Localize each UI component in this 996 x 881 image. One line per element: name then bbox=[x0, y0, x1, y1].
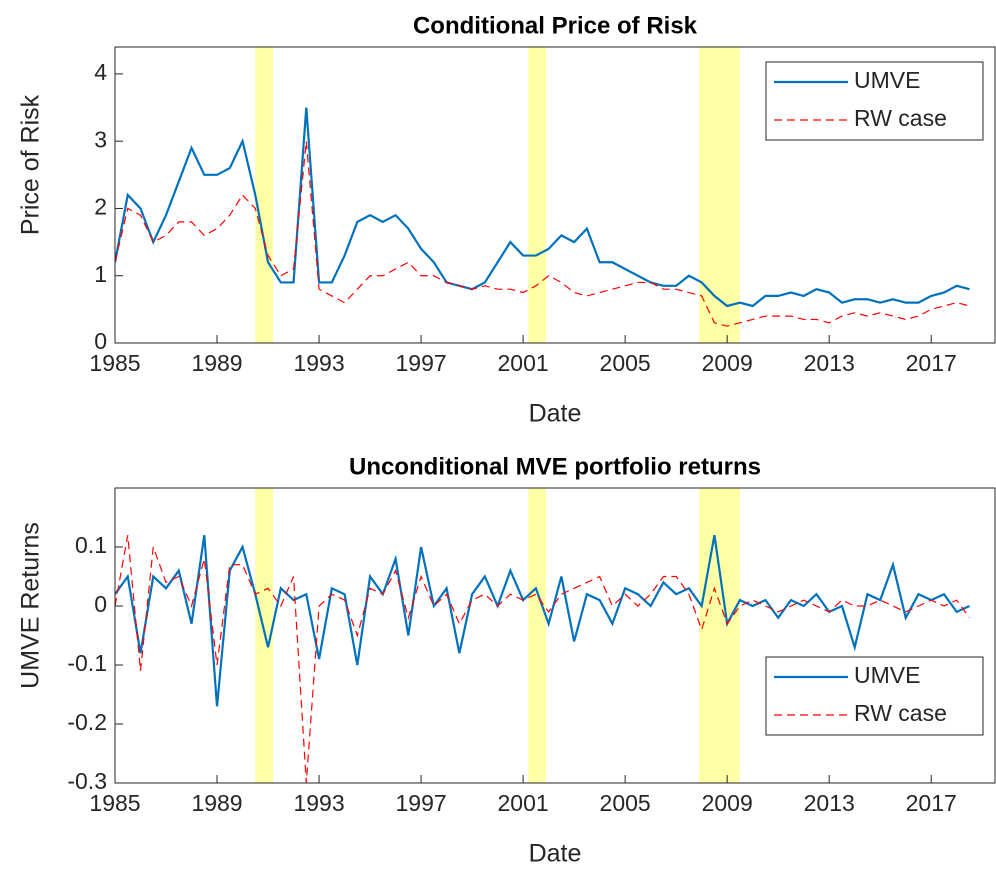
x-tick-label: 2009 bbox=[702, 350, 753, 376]
y-tick-label: -0.3 bbox=[67, 768, 107, 794]
x-axis-label: Date bbox=[529, 400, 582, 428]
y-tick-label: 3 bbox=[94, 126, 107, 152]
series-line bbox=[115, 535, 970, 707]
x-tick-label: 2009 bbox=[702, 790, 753, 816]
legend-label: RW case bbox=[854, 105, 947, 131]
recession-band bbox=[699, 47, 740, 343]
x-tick-label: 1989 bbox=[191, 790, 242, 816]
x-tick-label: 1997 bbox=[396, 790, 447, 816]
plot-lines bbox=[115, 107, 970, 327]
x-tick-label: 1993 bbox=[293, 350, 344, 376]
recession-band bbox=[528, 47, 547, 343]
x-tick-label: 2001 bbox=[498, 350, 549, 376]
x-tick-label: 1997 bbox=[396, 350, 447, 376]
chart-title: Unconditional MVE portfolio returns bbox=[349, 453, 761, 480]
recession-band bbox=[699, 488, 740, 783]
y-tick-label: 4 bbox=[94, 59, 107, 85]
x-tick-label: 2017 bbox=[906, 350, 957, 376]
legend-label: UMVE bbox=[854, 662, 920, 688]
x-tick-label: 1993 bbox=[293, 790, 344, 816]
y-tick-label: 0 bbox=[94, 591, 107, 617]
y-axis-label: UMVE Returns bbox=[17, 522, 45, 689]
chart-title: Conditional Price of Risk bbox=[413, 12, 698, 39]
axes-box bbox=[114, 487, 996, 784]
recession-band bbox=[255, 47, 274, 343]
y-tick-label: -0.1 bbox=[67, 650, 107, 676]
x-tick-label: 2017 bbox=[906, 790, 957, 816]
y-tick-label: -0.2 bbox=[67, 709, 107, 735]
x-tick-label: 2005 bbox=[600, 790, 651, 816]
legend-label: UMVE bbox=[854, 67, 920, 93]
y-tick-label: 2 bbox=[94, 194, 107, 220]
x-tick-label: 1985 bbox=[89, 350, 140, 376]
y-axis-label: Price of Risk bbox=[17, 94, 45, 235]
y-tick-label: 0.1 bbox=[75, 532, 107, 558]
legend-box bbox=[765, 656, 984, 736]
x-tick-label: 1989 bbox=[191, 350, 242, 376]
series-line bbox=[115, 141, 970, 327]
x-tick-label: 2013 bbox=[804, 790, 855, 816]
legend-box bbox=[765, 61, 984, 141]
plot-lines bbox=[115, 535, 970, 783]
series-line bbox=[115, 107, 970, 308]
legend-label: RW case bbox=[854, 700, 947, 726]
y-tick-label: 0 bbox=[94, 328, 107, 354]
x-tick-label: 2005 bbox=[600, 350, 651, 376]
axes-box bbox=[114, 46, 996, 344]
recession-band bbox=[528, 488, 547, 783]
x-tick-label: 2013 bbox=[804, 350, 855, 376]
x-tick-label: 2001 bbox=[498, 790, 549, 816]
x-tick-label: 1985 bbox=[89, 790, 140, 816]
series-line bbox=[115, 535, 970, 783]
y-tick-label: 1 bbox=[94, 261, 107, 287]
x-axis-label: Date bbox=[529, 840, 582, 868]
